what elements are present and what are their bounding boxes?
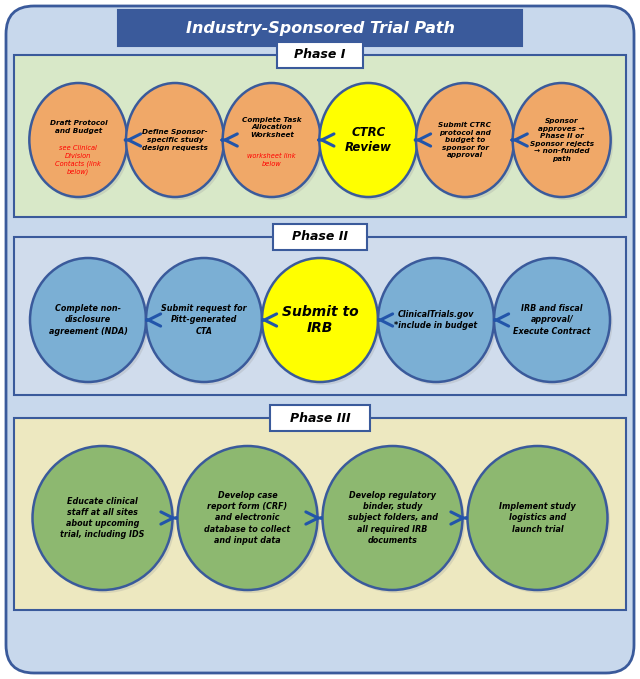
Ellipse shape [262, 258, 378, 382]
Ellipse shape [146, 258, 262, 382]
Text: Define Sponsor-
specific study
design requests: Define Sponsor- specific study design re… [142, 130, 208, 151]
Ellipse shape [225, 86, 323, 200]
FancyBboxPatch shape [277, 42, 363, 68]
FancyBboxPatch shape [273, 224, 367, 250]
Ellipse shape [180, 449, 320, 593]
Text: Phase III: Phase III [290, 411, 350, 424]
Text: worksheet link
below: worksheet link below [247, 153, 296, 167]
Ellipse shape [29, 83, 127, 197]
Ellipse shape [319, 83, 417, 197]
Ellipse shape [323, 446, 463, 590]
Ellipse shape [148, 261, 264, 385]
Ellipse shape [416, 83, 514, 197]
Ellipse shape [33, 446, 173, 590]
Ellipse shape [264, 261, 381, 385]
FancyBboxPatch shape [14, 237, 626, 395]
Ellipse shape [381, 261, 497, 385]
Ellipse shape [513, 83, 611, 197]
Text: Draft Protocol
and Budget: Draft Protocol and Budget [49, 120, 107, 134]
Text: Submit request for
Pitt-generated
CTA: Submit request for Pitt-generated CTA [161, 304, 247, 335]
Text: ClinicalTrials.gov
*include in budget: ClinicalTrials.gov *include in budget [394, 310, 477, 330]
Ellipse shape [322, 86, 420, 200]
Ellipse shape [325, 449, 465, 593]
Ellipse shape [177, 446, 317, 590]
Text: Develop regulatory
binder, study
subject folders, and
all required IRB
documents: Develop regulatory binder, study subject… [348, 492, 438, 545]
Text: Phase I: Phase I [294, 48, 346, 62]
Ellipse shape [515, 86, 613, 200]
Ellipse shape [33, 261, 148, 385]
Ellipse shape [494, 258, 610, 382]
Text: Submit to
IRB: Submit to IRB [282, 305, 358, 335]
FancyBboxPatch shape [14, 55, 626, 217]
Ellipse shape [126, 83, 224, 197]
Ellipse shape [35, 449, 175, 593]
Text: CTRC
Review: CTRC Review [345, 126, 392, 154]
Ellipse shape [419, 86, 516, 200]
FancyBboxPatch shape [14, 418, 626, 610]
Text: Complete non-
disclosure
agreement (NDA): Complete non- disclosure agreement (NDA) [49, 304, 127, 335]
Text: Submit CTRC
protocol and
budget to
sponsor for
approval: Submit CTRC protocol and budget to spons… [438, 122, 492, 158]
Ellipse shape [467, 446, 607, 590]
Text: Complete Task
Allocation
Worksheet: Complete Task Allocation Worksheet [242, 116, 301, 138]
Text: Develop case
report form (CRF)
and electronic
database to collect
and input data: Develop case report form (CRF) and elect… [204, 492, 291, 545]
Text: Phase II: Phase II [292, 230, 348, 244]
Text: Sponsor
approves →
Phase II or
Sponsor rejects
→ non-funded
path: Sponsor approves → Phase II or Sponsor r… [530, 118, 594, 162]
FancyBboxPatch shape [270, 405, 370, 431]
Ellipse shape [470, 449, 610, 593]
Ellipse shape [378, 258, 494, 382]
Ellipse shape [223, 83, 321, 197]
Ellipse shape [32, 86, 130, 200]
FancyBboxPatch shape [6, 6, 634, 673]
Ellipse shape [30, 258, 146, 382]
Ellipse shape [497, 261, 612, 385]
Text: Educate clinical
staff at all sites
about upcoming
trial, including IDS: Educate clinical staff at all sites abou… [60, 497, 145, 539]
Text: IRB and fiscal
approval/
Execute Contract: IRB and fiscal approval/ Execute Contrac… [513, 304, 591, 335]
Ellipse shape [129, 86, 227, 200]
FancyBboxPatch shape [118, 10, 522, 46]
Text: Industry-Sponsored Trial Path: Industry-Sponsored Trial Path [186, 20, 454, 35]
Text: see Clinical
Division
Contacts (link
below): see Clinical Division Contacts (link bel… [56, 145, 101, 175]
Text: Implement study
logistics and
launch trial: Implement study logistics and launch tri… [499, 502, 576, 534]
